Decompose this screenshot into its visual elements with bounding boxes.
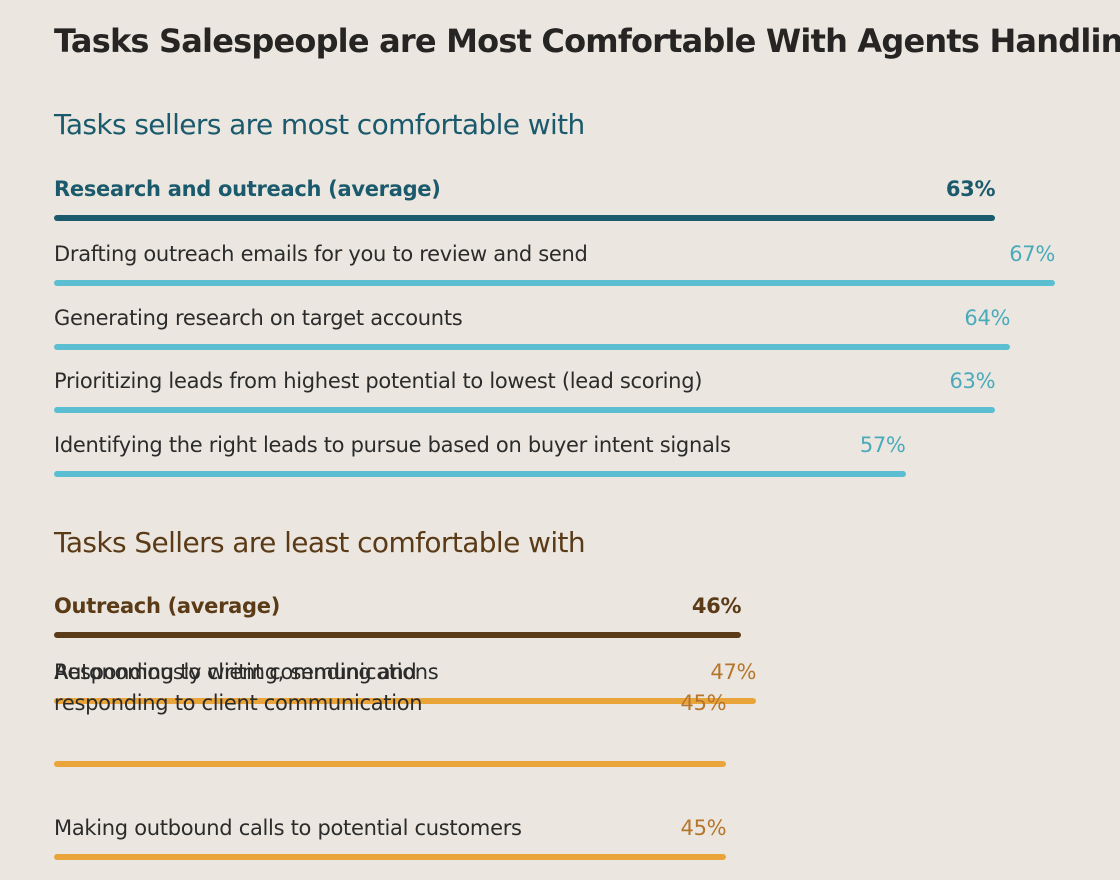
- average-bar: [54, 632, 742, 638]
- bar-value-label: 67%: [1009, 242, 1055, 266]
- bar-value-label: 57%: [859, 433, 906, 457]
- bar-value-label: 47%: [710, 660, 757, 684]
- bar-label: Prioritizing leads from highest potentia…: [54, 369, 703, 393]
- bar: [54, 854, 727, 860]
- least-comfortable-section-title: Tasks Sellers are least comfortable with: [54, 526, 586, 559]
- bar: [54, 344, 1011, 350]
- bar-label: Research and outreach (average): [54, 177, 441, 201]
- bar-label: Responding to client communications: [54, 660, 439, 684]
- bar-value-label: 63%: [945, 177, 996, 201]
- bar-value-label: 46%: [691, 594, 742, 618]
- bar-label: Drafting outreach emails for you to revi…: [54, 242, 588, 266]
- bar-value-label: 64%: [964, 306, 1011, 330]
- bar: [54, 471, 906, 477]
- bar-label: Generating research on target accounts: [54, 306, 463, 330]
- bar-label: Making outbound calls to potential custo…: [54, 816, 522, 840]
- bar: [54, 698, 757, 704]
- bar-value-label: 45%: [680, 691, 727, 715]
- bar: [54, 280, 1055, 286]
- bar: [54, 407, 996, 413]
- bar: [54, 761, 727, 767]
- most-comfortable-section-title: Tasks sellers are most comfortable with: [54, 108, 585, 141]
- bar-value-label: 63%: [949, 369, 996, 393]
- bar-label: Identifying the right leads to pursue ba…: [54, 433, 731, 457]
- bar-value-label: 45%: [680, 816, 727, 840]
- bar-label: Autonomously writing, sending and respon…: [54, 660, 423, 715]
- average-bar: [54, 215, 996, 221]
- chart-title: Tasks Salespeople are Most Comfortable W…: [54, 22, 1120, 60]
- bar-label: Outreach (average): [54, 594, 281, 618]
